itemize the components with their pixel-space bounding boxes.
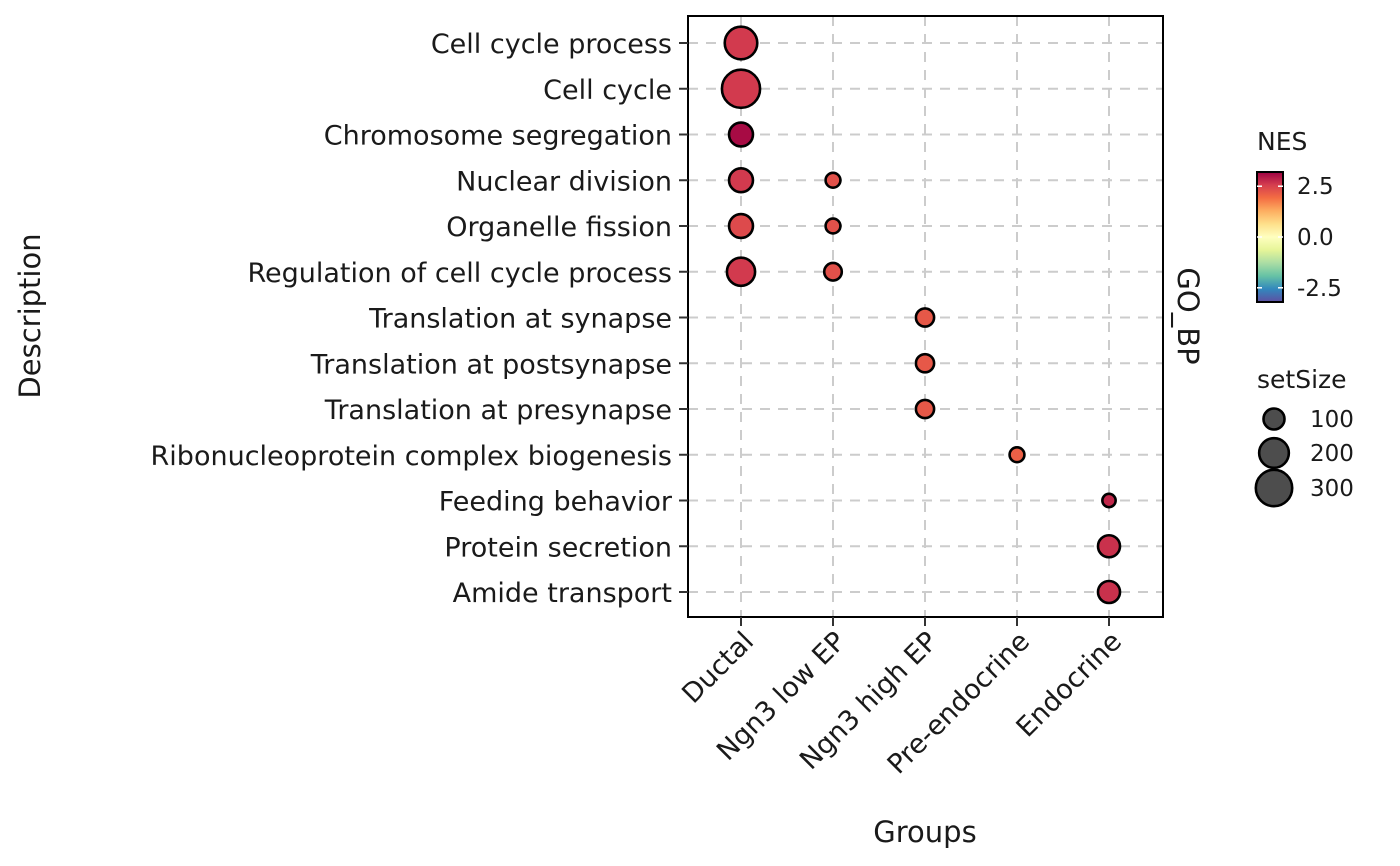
setsize-legend: setSize 100 200 300 (1254, 365, 1354, 508)
point-ngn3-high-ep-translation-at-synapse (914, 307, 936, 328)
point-ductal-cell-cycle-process (723, 25, 759, 61)
setsize-key-300 (1254, 468, 1294, 508)
y-tick-label-cell-cycle: Cell cycle (543, 75, 672, 106)
point-ductal-organelle-fission (727, 212, 755, 240)
point-pre-endocrine-ribonucleoprotein-complex-biogenesis (1008, 446, 1026, 464)
y-tick-label-organelle-fission: Organelle fission (446, 212, 672, 243)
point-ductal-regulation-of-cell-cycle-process (725, 256, 757, 288)
y-tick-label-nuclear-division: Nuclear division (456, 166, 672, 197)
x-tick-label-ductal: Ductal (676, 626, 760, 710)
setsize-label-300: 300 (1310, 476, 1354, 502)
nes-tick-label-2-5: -2.5 (1297, 276, 1342, 302)
point-ngn3-low-ep-nuclear-division (824, 171, 842, 189)
facet-strip-label: GO_BP (1171, 267, 1205, 364)
x-axis-title: Groups (873, 815, 976, 849)
y-tick-label-translation-at-synapse: Translation at synapse (368, 304, 672, 335)
y-tick-label-feeding-behavior: Feeding behavior (439, 487, 673, 518)
setsize-key-100 (1262, 407, 1286, 431)
setsize-key-200 (1257, 436, 1291, 470)
point-ngn3-low-ep-regulation-of-cell-cycle-process (822, 261, 844, 282)
y-tick-label-amide-transport: Amide transport (453, 578, 672, 609)
point-ngn3-low-ep-organelle-fission (824, 217, 842, 235)
point-endocrine-feeding-behavior (1101, 492, 1117, 509)
y-tick-label-translation-at-presynapse: Translation at presynapse (324, 395, 672, 426)
y-tick-label-translation-at-postsynapse: Translation at postsynapse (310, 349, 672, 380)
setsize-label-200: 200 (1310, 441, 1354, 467)
point-endocrine-amide-transport (1096, 579, 1122, 605)
point-ngn3-high-ep-translation-at-presynapse (914, 398, 936, 420)
y-tick-label-cell-cycle-process: Cell cycle process (431, 29, 672, 60)
point-ngn3-high-ep-translation-at-postsynapse (914, 352, 936, 374)
setsize-label-100: 100 (1310, 407, 1354, 433)
nes-legend-title: NES (1257, 127, 1307, 156)
data-points (720, 25, 1122, 605)
point-ductal-nuclear-division (727, 166, 755, 194)
y-tick-label-ribonucleoprotein-complex-biogenesis: Ribonucleoprotein complex biogenesis (151, 441, 672, 472)
point-endocrine-protein-secretion (1096, 533, 1122, 559)
setsize-legend-title: setSize (1257, 365, 1347, 394)
nes-tick-label-2-5: 2.5 (1297, 174, 1334, 200)
y-tick-label-regulation-of-cell-cycle-process: Regulation of cell cycle process (247, 258, 672, 289)
y-tick-label-protein-secretion: Protein secretion (444, 532, 672, 563)
point-ductal-chromosome-segregation (727, 121, 755, 148)
nes-color-legend: NES 2.5 0.0 -2.5 (1256, 127, 1342, 303)
y-axis-title: Description (13, 233, 47, 398)
nes-tick-label-0-0: 0.0 (1297, 225, 1334, 251)
point-ductal-cell-cycle (720, 68, 762, 110)
y-tick-label-chromosome-segregation: Chromosome segregation (324, 121, 672, 152)
y-axis: Cell cycle process Cell cycle Chromosome s… (151, 29, 688, 609)
